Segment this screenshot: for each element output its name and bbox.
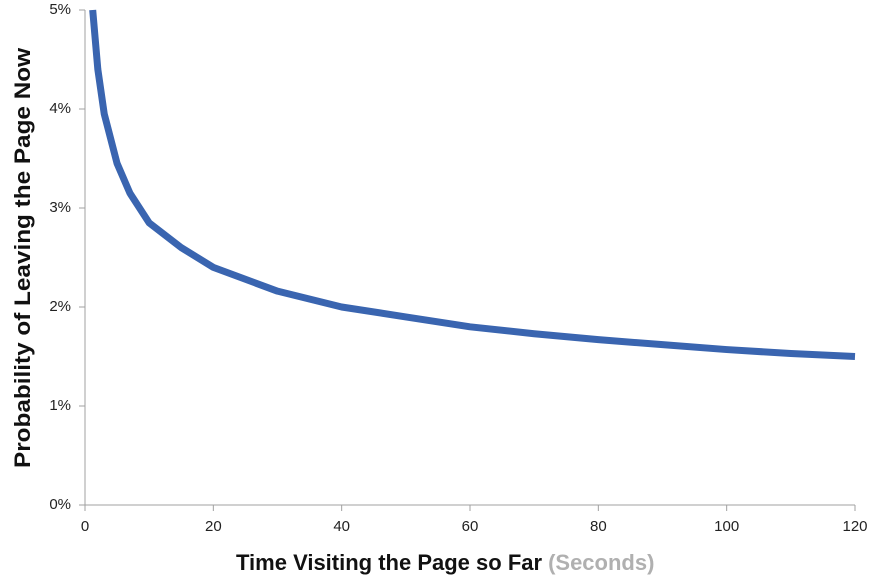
y-tick-label: 2% xyxy=(49,298,71,315)
y-tick-label: 5% xyxy=(49,1,71,18)
y-tick-label: 4% xyxy=(49,100,71,117)
x-tick-label: 20 xyxy=(205,518,222,535)
line xyxy=(89,9,856,360)
x-tick-label: 120 xyxy=(842,518,867,535)
x-tick-label: 60 xyxy=(462,518,479,535)
x-tick-label: 0 xyxy=(81,518,89,535)
y-tick-label: 0% xyxy=(49,496,71,513)
x-axis-title-unit: (Seconds) xyxy=(548,550,654,575)
x-tick-label: 100 xyxy=(714,518,739,535)
x-tick-label: 80 xyxy=(590,518,607,535)
y-tick-label: 3% xyxy=(49,199,71,216)
x-tick-label: 40 xyxy=(333,518,350,535)
x-axis-title-main: Time Visiting the Page so Far xyxy=(236,550,542,575)
y-tick-label: 1% xyxy=(49,397,71,414)
y-axis-title: Probability of Leaving the Page Now xyxy=(10,47,35,468)
x-axis-title: Time Visiting the Page so Far (Seconds) xyxy=(236,550,654,575)
